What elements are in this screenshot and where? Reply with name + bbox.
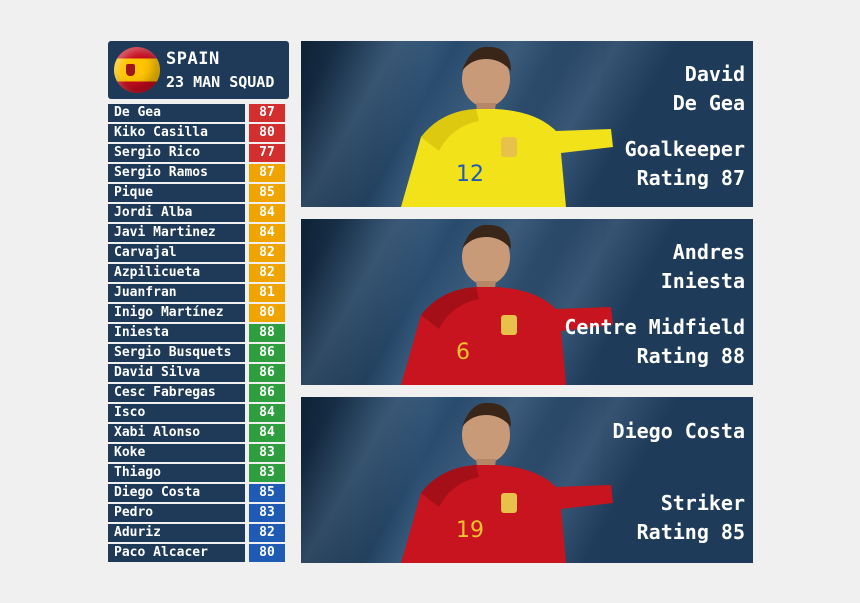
player-name: Javi Martinez bbox=[108, 224, 245, 242]
player-row: Sergio Ramos 87 bbox=[108, 164, 289, 182]
spain-flag-icon bbox=[114, 47, 160, 93]
player-rating-badge: 83 bbox=[249, 444, 285, 462]
player-rating-badge: 82 bbox=[249, 524, 285, 542]
player-rating-badge: 85 bbox=[249, 184, 285, 202]
player-rating-badge: 83 bbox=[249, 504, 285, 522]
player-last-name: Iniesta bbox=[660, 269, 745, 293]
shirt-number: 6 bbox=[456, 340, 470, 365]
player-full-name: Diego Costa bbox=[612, 419, 745, 443]
player-rating-badge: 86 bbox=[249, 344, 285, 362]
player-name: Sergio Ramos bbox=[108, 164, 245, 182]
player-rating-text: Rating 87 bbox=[636, 166, 745, 190]
player-row: Xabi Alonso 84 bbox=[108, 424, 289, 442]
player-row: Sergio Rico 77 bbox=[108, 144, 289, 162]
player-photo: 12 bbox=[301, 41, 679, 207]
player-name: Carvajal bbox=[108, 244, 245, 262]
player-rating-badge: 86 bbox=[249, 384, 285, 402]
player-row: Javi Martinez 84 bbox=[108, 224, 289, 242]
player-name: Aduriz bbox=[108, 524, 245, 542]
player-figure: 19 bbox=[401, 402, 613, 563]
player-name: Sergio Busquets bbox=[108, 344, 245, 362]
player-name: Isco bbox=[108, 404, 245, 422]
player-name: Kiko Casilla bbox=[108, 124, 245, 142]
player-position: Goalkeeper bbox=[624, 137, 745, 161]
player-name: David Silva bbox=[108, 364, 245, 382]
player-row: Juanfran 81 bbox=[108, 284, 289, 302]
player-first-name: Andres bbox=[672, 240, 745, 264]
player-row: Sergio Busquets 86 bbox=[108, 344, 289, 362]
player-name: Azpilicueta bbox=[108, 264, 245, 282]
player-position: Centre Midfield bbox=[564, 315, 745, 339]
player-name: Inigo Martínez bbox=[108, 304, 245, 322]
player-row: Carvajal 82 bbox=[108, 244, 289, 262]
player-photo: 19 bbox=[301, 397, 679, 563]
player-rating-badge: 80 bbox=[249, 304, 285, 322]
player-name: Jordi Alba bbox=[108, 204, 245, 222]
player-row: Diego Costa 85 bbox=[108, 484, 289, 502]
player-rating-badge: 87 bbox=[249, 164, 285, 182]
player-name: Thiago bbox=[108, 464, 245, 482]
player-rating-text: Rating 85 bbox=[636, 520, 745, 544]
shirt-number: 19 bbox=[456, 518, 484, 543]
player-name: Xabi Alonso bbox=[108, 424, 245, 442]
player-rating-badge: 85 bbox=[249, 484, 285, 502]
player-rating-badge: 87 bbox=[249, 104, 285, 122]
player-rating-badge: 83 bbox=[249, 464, 285, 482]
player-rating-badge: 77 bbox=[249, 144, 285, 162]
player-name: Koke bbox=[108, 444, 245, 462]
player-row: Isco 84 bbox=[108, 404, 289, 422]
player-row: Jordi Alba 84 bbox=[108, 204, 289, 222]
player-row: Cesc Fabregas 86 bbox=[108, 384, 289, 402]
player-row: Iniesta 88 bbox=[108, 324, 289, 342]
player-name: Diego Costa bbox=[108, 484, 245, 502]
player-name: De Gea bbox=[108, 104, 245, 122]
player-figure: 6 bbox=[401, 224, 613, 385]
player-rating-badge: 84 bbox=[249, 204, 285, 222]
player-row: Pique 85 bbox=[108, 184, 289, 202]
player-rating-badge: 84 bbox=[249, 424, 285, 442]
squad-subtitle: 23 MAN SQUAD bbox=[166, 73, 275, 91]
player-row: Pedro 83 bbox=[108, 504, 289, 522]
player-row: David Silva 86 bbox=[108, 364, 289, 382]
player-name: Juanfran bbox=[108, 284, 245, 302]
country-title: SPAIN bbox=[166, 49, 220, 69]
player-figure: 12 bbox=[401, 46, 613, 207]
player-row: Aduriz 82 bbox=[108, 524, 289, 542]
player-photo: 6 bbox=[301, 219, 679, 385]
player-last-name: De Gea bbox=[672, 91, 745, 115]
featured-player-card: 6 Andres Iniesta Centre Midfield Rating 88 bbox=[301, 219, 753, 385]
player-row: Koke 83 bbox=[108, 444, 289, 462]
player-name: Iniesta bbox=[108, 324, 245, 342]
featured-player-card: 12 David De Gea Goalkeeper Rating 87 bbox=[301, 41, 753, 207]
player-rating-badge: 82 bbox=[249, 244, 285, 262]
squad-header: SPAIN 23 MAN SQUAD bbox=[108, 41, 289, 99]
player-name: Pique bbox=[108, 184, 245, 202]
shirt-number: 12 bbox=[456, 162, 484, 187]
squad-list-panel: SPAIN 23 MAN SQUAD De Gea 87 Kiko Casilla 8… bbox=[108, 41, 289, 564]
player-rating-badge: 82 bbox=[249, 264, 285, 282]
player-name: Pedro bbox=[108, 504, 245, 522]
player-row: Thiago 83 bbox=[108, 464, 289, 482]
player-name: Cesc Fabregas bbox=[108, 384, 245, 402]
player-rating-text: Rating 88 bbox=[636, 344, 745, 368]
player-rating-badge: 80 bbox=[249, 544, 285, 562]
player-name: Paco Alcacer bbox=[108, 544, 245, 562]
featured-player-card: 19 Diego Costa Striker Rating 85 bbox=[301, 397, 753, 563]
player-name: Sergio Rico bbox=[108, 144, 245, 162]
player-rating-badge: 88 bbox=[249, 324, 285, 342]
player-position: Striker bbox=[660, 491, 745, 515]
player-first-name: David bbox=[684, 62, 745, 86]
player-row: De Gea 87 bbox=[108, 104, 289, 122]
player-row: Azpilicueta 82 bbox=[108, 264, 289, 282]
player-rating-badge: 80 bbox=[249, 124, 285, 142]
player-rating-badge: 81 bbox=[249, 284, 285, 302]
player-rating-badge: 84 bbox=[249, 404, 285, 422]
player-row: Inigo Martínez 80 bbox=[108, 304, 289, 322]
player-row: Kiko Casilla 80 bbox=[108, 124, 289, 142]
player-rating-badge: 84 bbox=[249, 224, 285, 242]
player-list: De Gea 87 Kiko Casilla 80 Sergio Rico 77 Sergi… bbox=[108, 104, 289, 562]
player-row: Paco Alcacer 80 bbox=[108, 544, 289, 562]
player-rating-badge: 86 bbox=[249, 364, 285, 382]
